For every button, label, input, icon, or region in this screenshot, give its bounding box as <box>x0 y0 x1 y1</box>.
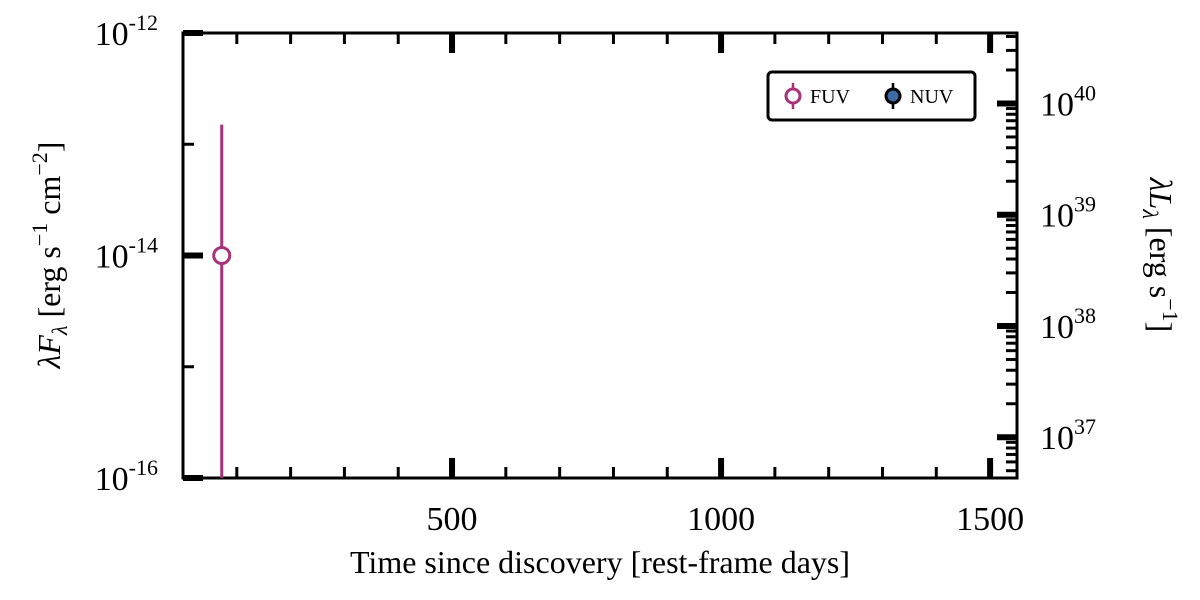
y-axis-title-mid: cm <box>31 176 67 223</box>
x-tick-label: 500 <box>427 501 478 538</box>
y2-axis-title-sub: λ <box>1138 208 1163 219</box>
y2-tick-base: 10 <box>1040 420 1074 457</box>
y-axis-title-main: λF <box>31 335 67 370</box>
y-axis-title-end: ] <box>31 142 67 153</box>
y2-tick-exp: 37 <box>1074 414 1096 439</box>
y-tick-base: 10 <box>95 16 129 53</box>
series-layer <box>212 124 232 478</box>
y2-axis-title-rest: [erg s <box>1143 219 1179 298</box>
y2-axis-title-main: λL <box>1143 177 1179 210</box>
y-axis-title: λFλ [erg s−1 cm−2] <box>27 142 72 370</box>
x-axis-ticks <box>235 33 994 478</box>
y2-tick-label: 1040 <box>1040 80 1096 123</box>
legend-fuv-label: FUV <box>810 86 851 108</box>
legend-box <box>766 70 977 122</box>
y2-axis-title-end: ] <box>1143 322 1179 333</box>
y-tick-exp: -12 <box>129 10 158 35</box>
x-axis-title: Time since discovery [rest-frame days] <box>350 544 850 580</box>
y2-axis-ticks <box>997 34 1017 473</box>
legend: FUV NUV <box>766 70 977 122</box>
y2-tick-label: 1038 <box>1040 303 1096 346</box>
y-axis-ticks <box>183 30 203 481</box>
y2-tick-exp: 38 <box>1074 303 1096 328</box>
y-tick-label: 10-16 <box>95 455 158 498</box>
y2-tick-base: 10 <box>1040 86 1074 123</box>
y2-tick-exp: 40 <box>1074 80 1096 105</box>
y2-tick-base: 10 <box>1040 309 1074 346</box>
y-axis-title-exp2: −2 <box>27 152 52 175</box>
y-tick-label: 10-14 <box>95 233 158 276</box>
y-tick-base: 10 <box>95 239 129 276</box>
legend-nuv-label: NUV <box>910 86 954 108</box>
x-axis-tick-labels: 500 1000 1500 <box>427 501 1025 538</box>
legend-nuv-marker <box>884 87 902 105</box>
y-tick-base: 10 <box>95 461 129 498</box>
legend-fuv-marker <box>784 87 802 105</box>
legend-item-fuv: FUV <box>784 83 851 109</box>
y-axis-title-exp1: −1 <box>27 223 52 246</box>
y2-axis-title-exp: −1 <box>1158 298 1183 321</box>
data-point <box>212 246 232 265</box>
y-axis-title-rest: [erg s <box>31 246 67 325</box>
y2-tick-base: 10 <box>1040 198 1074 235</box>
legend-item-nuv: NUV <box>884 83 954 109</box>
x-tick-label: 1500 <box>956 501 1024 538</box>
y-tick-exp: -14 <box>129 233 158 258</box>
y2-axis-title: λLλ [erg s−1] <box>1138 177 1183 333</box>
y2-tick-label: 1039 <box>1040 192 1096 235</box>
y-tick-exp: -16 <box>129 455 158 480</box>
y-tick-label: 10-12 <box>95 10 158 53</box>
y2-tick-label: 1037 <box>1040 414 1096 457</box>
y2-tick-exp: 39 <box>1074 192 1096 217</box>
y-axis-title-sub: λ <box>47 326 72 337</box>
x-tick-label: 1000 <box>687 501 755 538</box>
